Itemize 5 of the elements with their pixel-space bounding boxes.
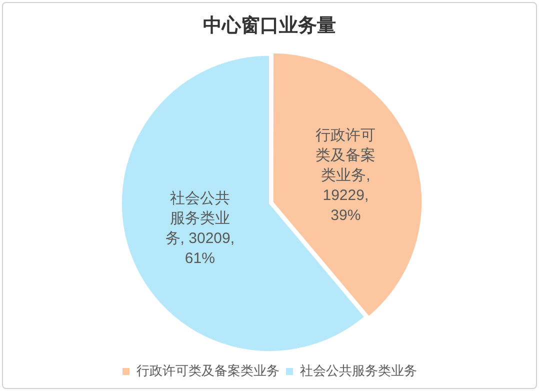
legend-label: 社会公共服务类业务 bbox=[300, 363, 417, 378]
chart-title: 中心窗口业务量 bbox=[203, 14, 336, 37]
data-label: 行政许可类及备案类业务, 19229, 39% bbox=[316, 126, 376, 224]
legend-label: 行政许可类及备案类业务 bbox=[136, 363, 280, 378]
data-label: 社会公共服务类业务, 30209, 61% bbox=[165, 190, 235, 267]
